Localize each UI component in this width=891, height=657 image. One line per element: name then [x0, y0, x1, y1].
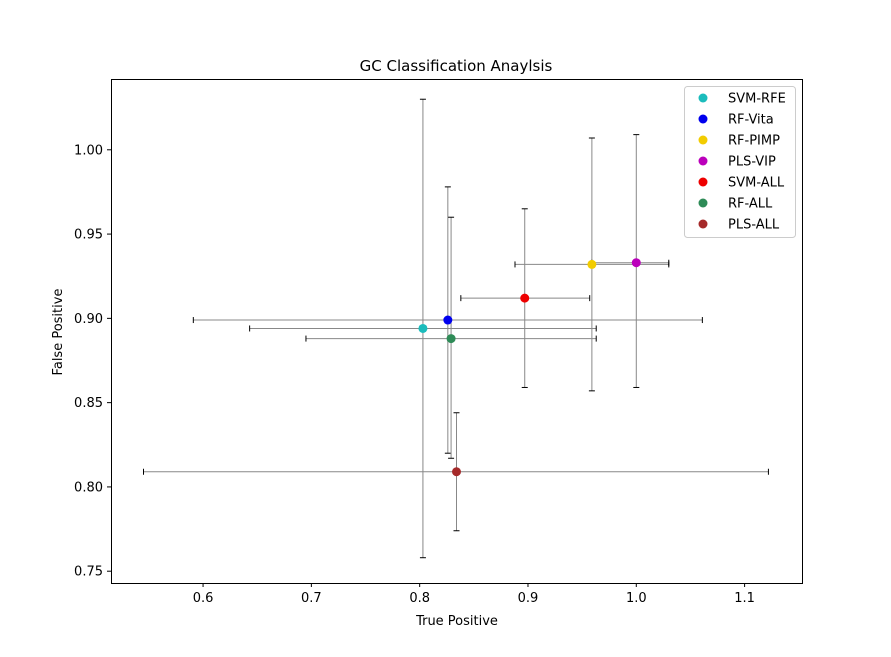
- x-tick-label: 0.9: [518, 591, 539, 606]
- x-tick-label: 1.1: [734, 591, 755, 606]
- legend-label: SVM-RFE: [728, 92, 786, 107]
- data-point-rf-pimp: [587, 259, 597, 269]
- data-point-pls-vip: [631, 258, 641, 268]
- y-tick-label: 0.85: [74, 396, 103, 411]
- y-tick-label: 0.80: [74, 480, 103, 495]
- x-tick-label: 0.6: [193, 591, 214, 606]
- legend-marker-pls-vip: [698, 156, 708, 166]
- legend-frame: [684, 86, 796, 238]
- legend-marker-rf-vita: [698, 114, 708, 124]
- data-point-rf-all: [446, 334, 456, 344]
- legend-marker-svm-rfe: [698, 93, 708, 103]
- legend-marker-pls-all: [698, 219, 708, 229]
- legend-marker-rf-all: [698, 198, 708, 208]
- chart-title: GC Classification Anaylsis: [360, 57, 553, 75]
- x-tick-label: 1.0: [626, 591, 647, 606]
- y-tick-label: 0.75: [74, 565, 103, 580]
- data-point-svm-rfe: [418, 323, 428, 333]
- legend-marker-svm-all: [698, 177, 708, 187]
- legend-label: PLS-ALL: [728, 218, 780, 233]
- x-axis-ticks: 0.6 0.7 0.8 0.9 1.0 1.1: [193, 583, 755, 606]
- errorbar-pls-vip: [591, 134, 670, 388]
- y-tick-label: 0.90: [74, 312, 103, 327]
- legend-label: RF-ALL: [728, 197, 773, 212]
- data-point-svm-all: [520, 293, 530, 303]
- data-point-pls-all: [452, 467, 461, 477]
- legend-label: RF-PIMP: [728, 134, 780, 149]
- y-tick-label: 0.95: [74, 228, 103, 243]
- y-tick-label: 1.00: [74, 143, 103, 158]
- y-axis-ticks: 0.75 0.80 0.85 0.90 0.95 1.00: [74, 143, 111, 580]
- data-point-rf-vita: [443, 315, 453, 325]
- x-axis-label: True Positive: [415, 614, 498, 629]
- legend: SVM-RFE RF-Vita RF-PIMP PLS-VIP SVM-ALL RF-AL…: [684, 86, 796, 238]
- legend-label: PLS-VIP: [728, 155, 776, 170]
- x-tick-label: 0.8: [409, 591, 430, 606]
- legend-label: SVM-ALL: [728, 176, 785, 191]
- point-layer: [418, 258, 641, 477]
- legend-marker-rf-pimp: [698, 135, 708, 145]
- x-tick-label: 0.7: [301, 591, 322, 606]
- y-axis-label: False Positive: [51, 289, 66, 376]
- legend-label: RF-Vita: [728, 113, 774, 128]
- plot-frame: [111, 79, 803, 584]
- errorbar-layer: [142, 98, 769, 559]
